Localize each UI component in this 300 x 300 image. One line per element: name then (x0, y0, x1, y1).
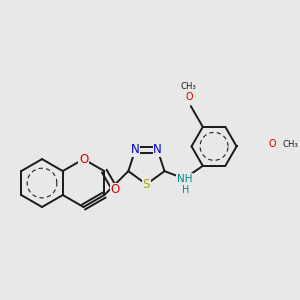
Text: N: N (153, 143, 162, 156)
Text: O: O (185, 92, 193, 102)
Text: O: O (79, 153, 88, 166)
Text: O: O (110, 183, 120, 196)
Text: N: N (131, 143, 140, 156)
Text: CH₃: CH₃ (181, 82, 197, 91)
Text: CH₃: CH₃ (282, 140, 298, 149)
Text: O: O (268, 139, 276, 149)
Text: NH: NH (177, 174, 192, 184)
Text: S: S (143, 178, 150, 191)
Text: H: H (182, 185, 189, 195)
